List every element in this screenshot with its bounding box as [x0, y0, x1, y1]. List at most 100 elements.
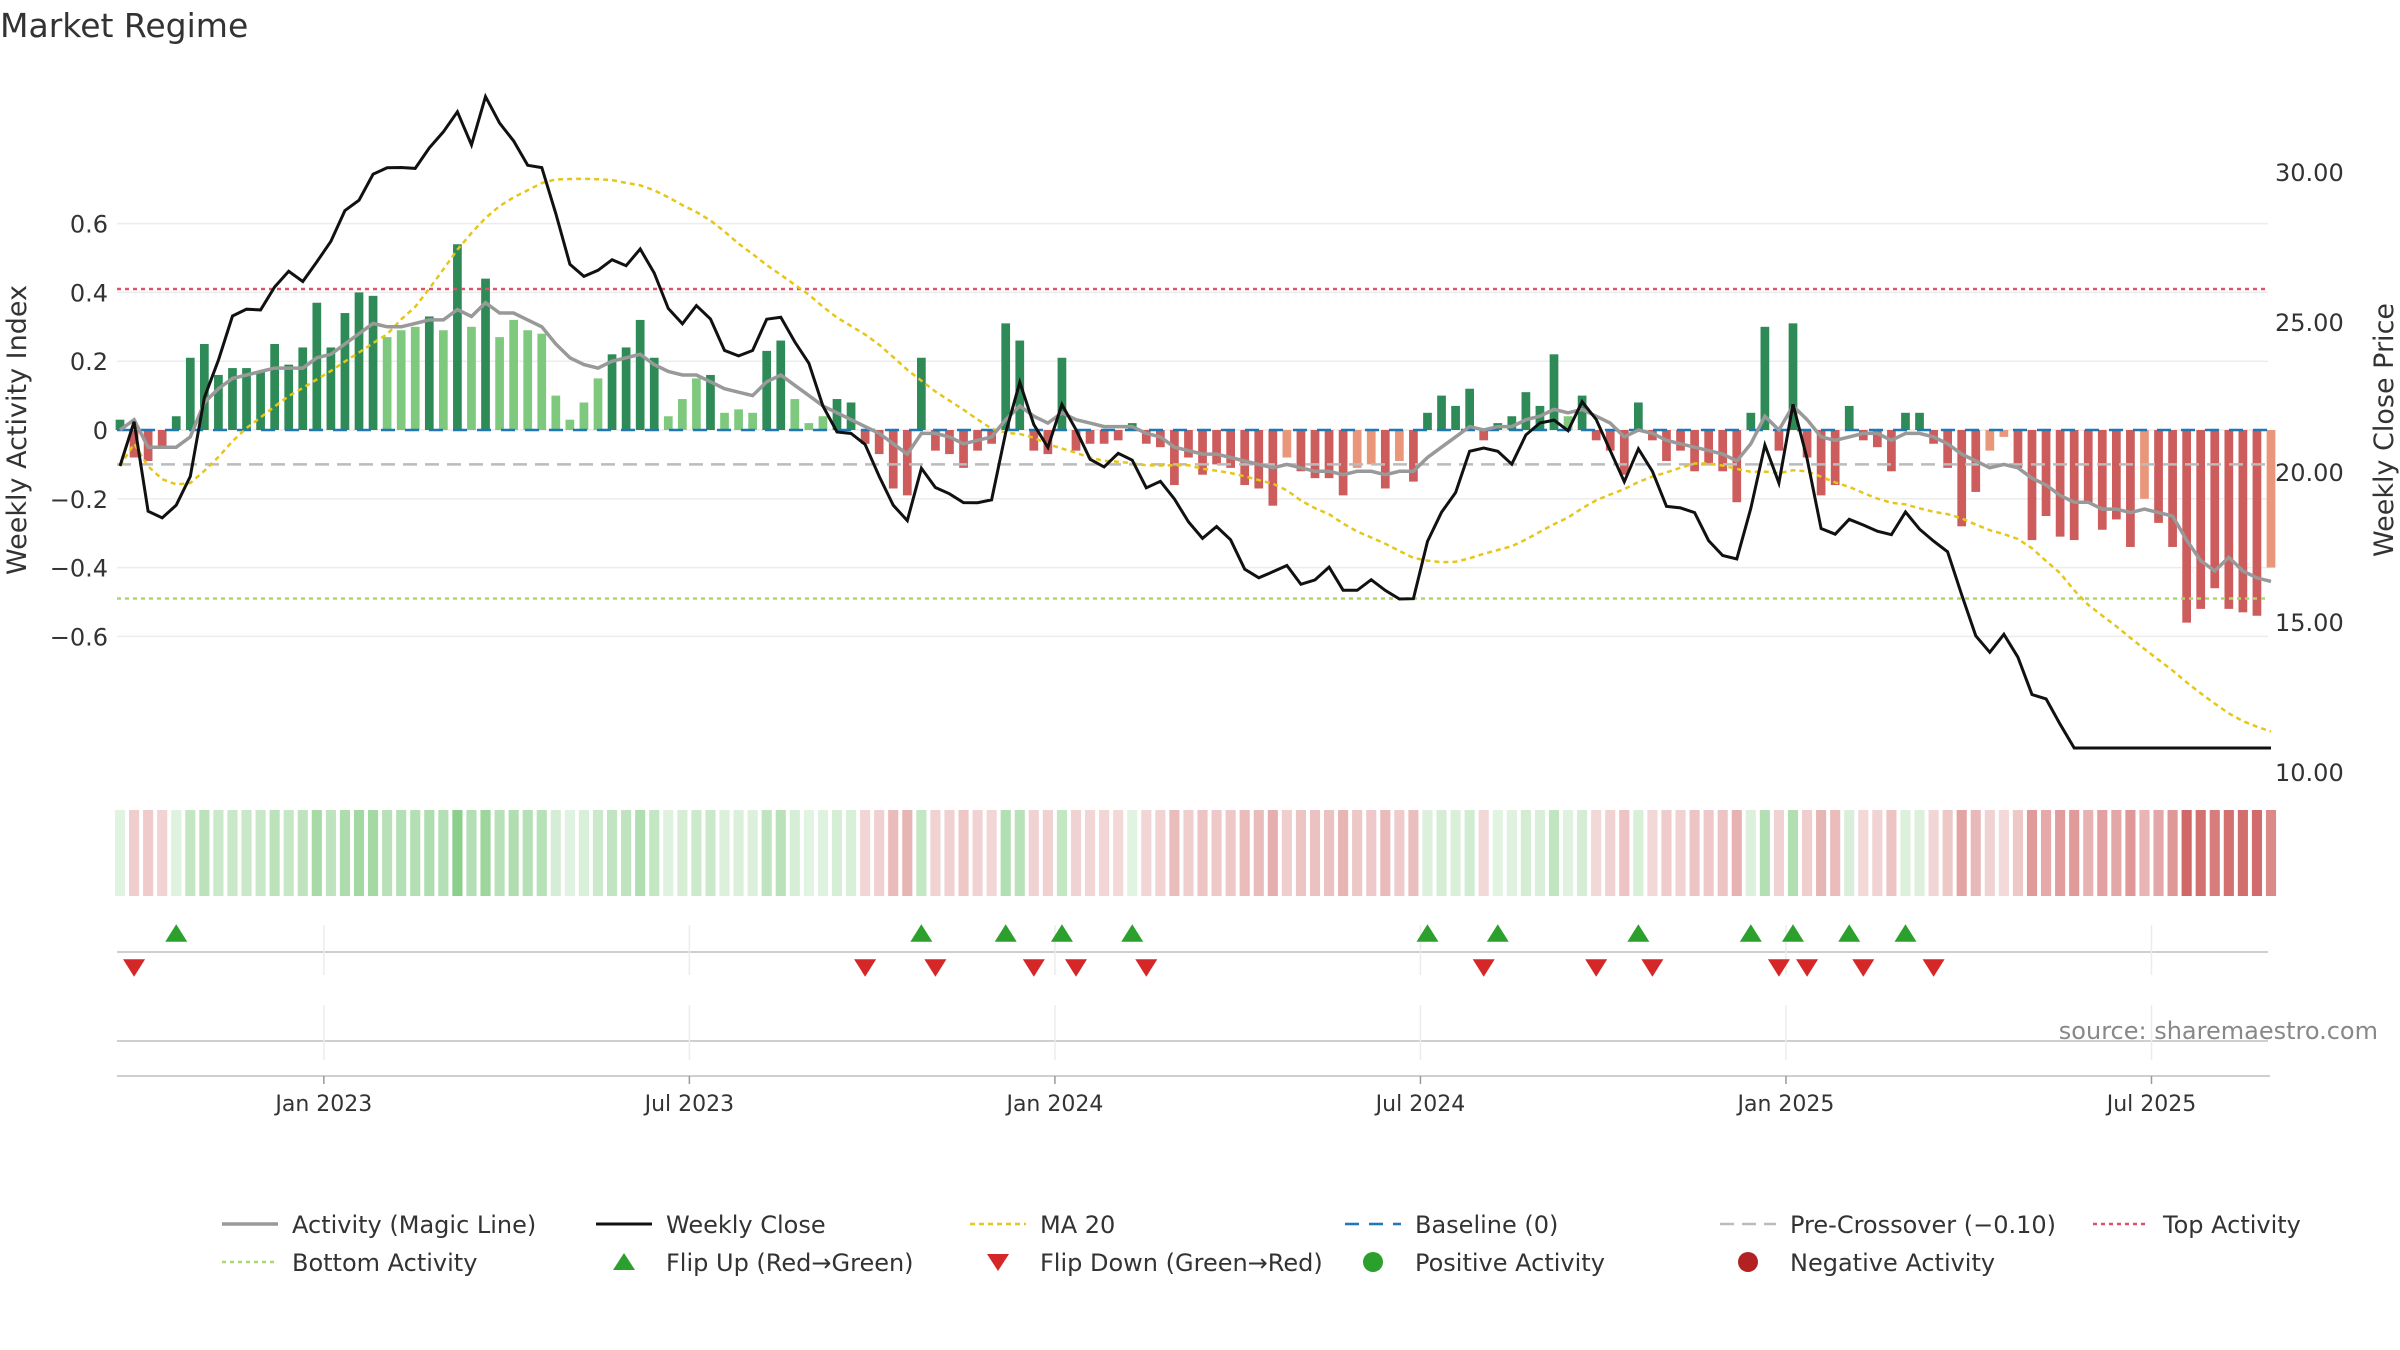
- activity-bar: [1254, 430, 1264, 489]
- legend-label: Bottom Activity: [292, 1249, 477, 1277]
- regime-cell: [1605, 810, 1616, 896]
- regime-cell: [2125, 810, 2136, 896]
- activity-bar: [410, 326, 420, 430]
- activity-bar: [1240, 430, 1250, 486]
- regime-cell: [1942, 810, 1953, 896]
- activity-bar: [1296, 430, 1306, 472]
- regime-cell: [311, 810, 322, 896]
- regime-cell: [2181, 810, 2192, 896]
- activity-bar: [2182, 430, 2192, 623]
- regime-cell: [775, 810, 786, 896]
- regime-cell: [2209, 810, 2220, 896]
- legend-label: Flip Down (Green→Red): [1040, 1249, 1323, 1277]
- legend-swatch-dot: [1363, 1252, 1383, 1272]
- activity-bar: [1423, 412, 1432, 430]
- activity-bar: [748, 412, 758, 430]
- regime-cell: [522, 810, 533, 896]
- regime-cell: [128, 810, 140, 896]
- activity-bar: [945, 430, 954, 455]
- regime-cell: [1830, 810, 1841, 896]
- regime-cell: [719, 810, 730, 896]
- regime-cell: [1816, 810, 1827, 896]
- regime-cell: [1281, 810, 1292, 896]
- regime-cell: [1562, 810, 1574, 896]
- flip-up-marker: [165, 924, 188, 942]
- left-tick-label: 0: [93, 417, 108, 445]
- activity-bar: [481, 278, 490, 430]
- regime-cell: [1745, 810, 1756, 896]
- regime-cell: [1506, 810, 1517, 896]
- activity-bar: [298, 347, 308, 430]
- regime-cell: [494, 810, 505, 896]
- regime-cell: [1984, 810, 1995, 896]
- activity-bar: [593, 378, 603, 430]
- activity-bar: [396, 330, 406, 430]
- activity-bar: [523, 330, 533, 430]
- regime-cell: [1352, 810, 1363, 896]
- regime-cell: [592, 810, 604, 896]
- activity-bar: [1184, 430, 1193, 458]
- regime-cell: [466, 810, 477, 896]
- flip-down-marker: [924, 959, 947, 977]
- regime-cell: [480, 810, 491, 896]
- regime-cell: [424, 810, 435, 896]
- activity-bar: [1732, 430, 1742, 503]
- activity-bar: [1985, 430, 1995, 451]
- regime-cell: [1801, 810, 1813, 896]
- regime-cell: [1534, 810, 1546, 896]
- regime-cell: [1099, 810, 1110, 896]
- activity-bar: [2097, 430, 2107, 530]
- activity-bar: [762, 350, 772, 430]
- flip-up-marker: [910, 924, 933, 942]
- activity-bar: [1099, 430, 1109, 444]
- activity-bar: [1788, 323, 1798, 430]
- chart-title: Market Regime: [0, 6, 248, 45]
- regime-cell: [1633, 810, 1644, 896]
- flip-panel-gridlines: [323, 925, 2153, 975]
- regime-cell: [817, 810, 829, 896]
- flip-down-marker: [1065, 959, 1087, 977]
- x-tick-label: Jul 2023: [643, 1092, 735, 1117]
- regime-cell: [157, 810, 168, 896]
- regime-cell: [2012, 810, 2024, 896]
- regime-cell: [747, 810, 758, 896]
- regime-cell: [2251, 810, 2263, 896]
- regime-cell: [789, 810, 800, 896]
- activity-bar: [1802, 430, 1812, 458]
- regime-cell: [606, 810, 618, 896]
- activity-bar: [1999, 430, 2009, 437]
- left-tick-label: −0.2: [50, 486, 108, 514]
- activity-bar: [706, 374, 715, 430]
- activity-bar: [129, 430, 139, 458]
- regime-cell: [1689, 810, 1700, 896]
- activity-bar: [1887, 430, 1896, 472]
- flip-down-marker: [1135, 959, 1158, 977]
- left-tick-label: 0.6: [70, 211, 108, 239]
- activity-bar: [720, 412, 729, 430]
- regime-cell: [803, 810, 814, 896]
- activity-bar: [1141, 430, 1151, 444]
- regime-cell: [635, 810, 646, 896]
- activity-bar: [1113, 430, 1123, 441]
- flip-down-marker: [1641, 959, 1664, 977]
- regime-cell: [1197, 810, 1208, 896]
- regime-cell: [2055, 810, 2066, 896]
- activity-bar: [1872, 430, 1882, 448]
- regime-cell: [227, 810, 238, 896]
- activity-bar: [2027, 430, 2037, 541]
- legend-label: Activity (Magic Line): [292, 1211, 536, 1239]
- regime-cell: [213, 810, 224, 896]
- regime-cell: [2069, 810, 2080, 896]
- regime-cell: [1717, 810, 1728, 896]
- flip-up-marker: [1782, 924, 1804, 942]
- activity-bar: [171, 416, 181, 430]
- regime-cell: [2083, 810, 2094, 896]
- regime-cell: [536, 810, 547, 896]
- regime-cell: [1647, 810, 1658, 896]
- activity-bar: [1718, 430, 1728, 472]
- activity-bar: [1901, 412, 1910, 430]
- activity-bar: [2252, 430, 2262, 616]
- activity-bar: [888, 430, 898, 489]
- regime-cell: [621, 810, 632, 896]
- activity-bar: [1380, 430, 1390, 489]
